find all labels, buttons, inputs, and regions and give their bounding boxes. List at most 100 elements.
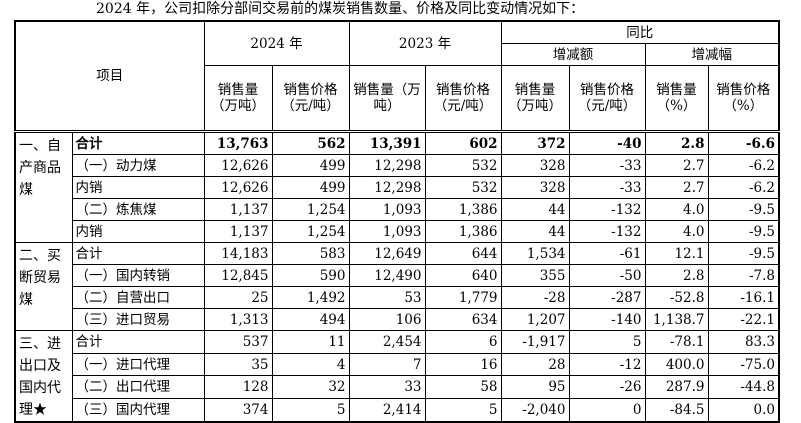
row-label: （二）炼焦煤 xyxy=(72,198,205,221)
value-cell-p23: 602 xyxy=(425,131,502,155)
value-cell-v24: 128 xyxy=(204,375,273,400)
value-cell-v23: 33 xyxy=(349,375,426,400)
value-cell-rv: 2.8 xyxy=(645,131,709,155)
table-row: （二）炼焦煤 1,137 1,254 1,093 1,386 44 -132 4.0 -9.5 xyxy=(15,198,780,221)
value-cell-v24: 12,845 xyxy=(204,264,273,287)
value-cell-rv: 2.7 xyxy=(645,176,709,199)
value-cell-dv: 328 xyxy=(501,176,570,199)
table-row: 内销 12,626 499 12,298 532 328 -33 2.7 -6.2 xyxy=(15,176,780,199)
value-cell-p24: 32 xyxy=(272,375,350,400)
value-cell-dv: 44 xyxy=(501,198,570,221)
table-row: （三）进口贸易 1,313 494 106 634 1,207 -140 1,138.7 -22… xyxy=(15,308,780,331)
value-cell-dp: -132 xyxy=(569,198,646,221)
value-cell-p24: 5 xyxy=(272,398,350,423)
header-2024: 2024 年 xyxy=(204,20,350,66)
value-cell-p23: 5 xyxy=(425,398,502,423)
value-cell-rp: -16.1 xyxy=(708,286,780,309)
value-cell-v23: 13,391 xyxy=(349,131,426,155)
value-cell-rp: -9.5 xyxy=(708,198,780,221)
value-cell-v23: 1,093 xyxy=(349,198,426,221)
value-cell-v24: 1,137 xyxy=(204,198,273,221)
value-cell-v24: 14,183 xyxy=(204,242,273,265)
value-cell-dv: 355 xyxy=(501,264,570,287)
value-cell-rp: -6.2 xyxy=(708,176,780,199)
table-row: 三、进出口及国内代理★ 合计 537 11 2,454 6 -1,917 5 -78.1 83.3 xyxy=(14,330,780,423)
value-cell-rp: -9.5 xyxy=(708,242,780,265)
value-cell-v23: 106 xyxy=(349,308,426,331)
header-sales-price-2024: 销售价格（元/吨） xyxy=(272,65,350,133)
value-cell-dv: 28 xyxy=(501,353,570,377)
row-label: （三）国内代理 xyxy=(72,398,205,423)
value-cell-v23: 53 xyxy=(349,286,426,309)
value-cell-p23: 644 xyxy=(425,242,502,265)
table-row: 一、自产商品煤 合计 13,763 562 13,391 602 372 -40 2.8 -6.6 xyxy=(14,131,780,243)
header-sales-volume-change: 销售量（万吨） xyxy=(501,65,570,133)
table-row: （一）进口代理 35 4 7 16 28 -12 400.0 -75.0 xyxy=(15,353,780,377)
header-price-pct: 销售价格（%） xyxy=(708,65,780,133)
value-cell-p23: 1,779 xyxy=(425,286,502,309)
header-sales-price-2023: 销售价格（元/吨） xyxy=(425,65,502,133)
value-cell-rv: -84.5 xyxy=(645,398,709,423)
header-item: 项目 xyxy=(14,20,205,133)
row-label: （二）自营出口 xyxy=(72,286,205,309)
value-cell-p24: 1,492 xyxy=(272,286,350,309)
value-cell-p23: 640 xyxy=(425,264,502,287)
header-sales-volume-2024: 销售量（万吨） xyxy=(204,65,273,133)
table-row: （二）出口代理 128 32 33 58 95 -26 287.9 -44.8 xyxy=(15,375,780,400)
row-label: （三）进口贸易 xyxy=(72,308,205,331)
value-cell-p24: 11 xyxy=(272,330,350,354)
value-cell-v23: 1,093 xyxy=(349,220,426,243)
header-2023: 2023 年 xyxy=(349,20,502,66)
value-cell-p23: 1,386 xyxy=(425,198,502,221)
table-row: （二）自营出口 25 1,492 53 1,779 -28 -287 -52.8 -16.1 xyxy=(15,286,780,309)
value-cell-v23: 12,490 xyxy=(349,264,426,287)
value-cell-v24: 25 xyxy=(204,286,273,309)
value-cell-p24: 1,254 xyxy=(272,198,350,221)
value-cell-rp: -44.8 xyxy=(708,375,780,400)
value-cell-rv: 2.8 xyxy=(645,264,709,287)
value-cell-p23: 532 xyxy=(425,176,502,199)
row-label: （一）进口代理 xyxy=(72,353,205,377)
row-label: 内销 xyxy=(72,220,205,243)
value-cell-dp: -50 xyxy=(569,264,646,287)
header-sales-price-change: 销售价格（元/吨） xyxy=(569,65,646,133)
value-cell-p23: 1,386 xyxy=(425,220,502,243)
value-cell-p23: 58 xyxy=(425,375,502,400)
value-cell-v24: 537 xyxy=(204,330,273,354)
value-cell-dp: -61 xyxy=(569,242,646,265)
header-change-amount: 增减额 xyxy=(501,43,646,66)
value-cell-v24: 35 xyxy=(204,353,273,377)
table-row: 内销 1,137 1,254 1,093 1,386 44 -132 4.0 -9.5 xyxy=(15,220,780,243)
value-cell-rp: 0.0 xyxy=(708,398,780,423)
header-change-rate: 增减幅 xyxy=(645,43,780,66)
value-cell-v23: 12,298 xyxy=(349,176,426,199)
value-cell-v23: 12,298 xyxy=(349,154,426,177)
row-label: （一）动力煤 xyxy=(72,154,205,177)
value-cell-dv: 328 xyxy=(501,154,570,177)
value-cell-dp: -287 xyxy=(569,286,646,309)
value-cell-dp: -33 xyxy=(569,176,646,199)
row-label: 内销 xyxy=(72,176,205,199)
header-volume-pct: 销售量（%） xyxy=(645,65,709,133)
value-cell-p24: 1,254 xyxy=(272,220,350,243)
value-cell-rp: -9.5 xyxy=(708,220,780,243)
row-label: （二）出口代理 xyxy=(72,375,205,400)
value-cell-p24: 499 xyxy=(272,176,350,199)
table-body: 一、自产商品煤 合计 13,763 562 13,391 602 372 -40 2.8 -6.6… xyxy=(14,131,780,423)
value-cell-v24: 1,313 xyxy=(204,308,273,331)
value-cell-v24: 1,137 xyxy=(204,220,273,243)
value-cell-dp: -12 xyxy=(569,353,646,377)
value-cell-dv: 1,207 xyxy=(501,308,570,331)
category-cell: 二、买断贸易煤 xyxy=(14,242,73,331)
value-cell-rv: -52.8 xyxy=(645,286,709,309)
value-cell-rv: 1,138.7 xyxy=(645,308,709,331)
value-cell-p23: 6 xyxy=(425,330,502,354)
value-cell-p23: 634 xyxy=(425,308,502,331)
coal-sales-table: 项目 2024 年 2023 年 同比 增减额 增减幅 销售量（万吨） 销售价格… xyxy=(14,20,780,423)
value-cell-dp: -26 xyxy=(569,375,646,400)
table-row: （三）国内代理 374 5 2,414 5 -2,040 0 -84.5 0.0 xyxy=(15,398,780,423)
value-cell-p24: 562 xyxy=(272,131,350,155)
value-cell-p24: 499 xyxy=(272,154,350,177)
value-cell-dv: 44 xyxy=(501,220,570,243)
value-cell-rv: 4.0 xyxy=(645,220,709,243)
